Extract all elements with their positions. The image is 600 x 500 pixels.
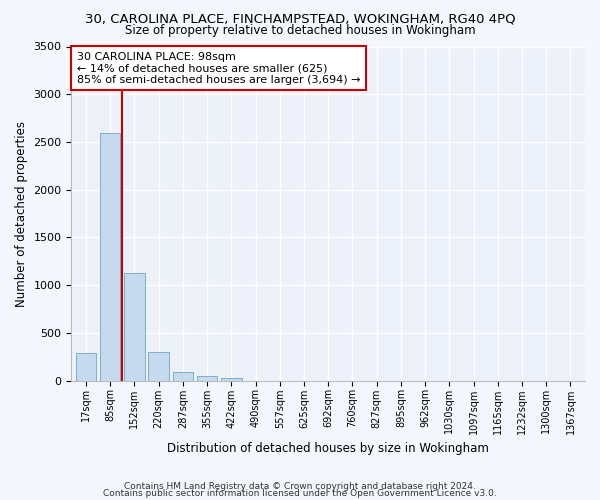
Text: Contains public sector information licensed under the Open Government Licence v3: Contains public sector information licen… bbox=[103, 489, 497, 498]
Text: 30, CAROLINA PLACE, FINCHAMPSTEAD, WOKINGHAM, RG40 4PQ: 30, CAROLINA PLACE, FINCHAMPSTEAD, WOKIN… bbox=[85, 12, 515, 26]
X-axis label: Distribution of detached houses by size in Wokingham: Distribution of detached houses by size … bbox=[167, 442, 489, 455]
Text: Size of property relative to detached houses in Wokingham: Size of property relative to detached ho… bbox=[125, 24, 475, 37]
Bar bbox=[76, 353, 96, 380]
Bar bbox=[124, 272, 145, 380]
Y-axis label: Number of detached properties: Number of detached properties bbox=[15, 120, 28, 306]
Bar bbox=[221, 378, 242, 380]
Bar bbox=[197, 376, 217, 380]
Text: Contains HM Land Registry data © Crown copyright and database right 2024.: Contains HM Land Registry data © Crown c… bbox=[124, 482, 476, 491]
Bar bbox=[148, 352, 169, 380]
Bar bbox=[173, 372, 193, 380]
Text: 30 CAROLINA PLACE: 98sqm
← 14% of detached houses are smaller (625)
85% of semi-: 30 CAROLINA PLACE: 98sqm ← 14% of detach… bbox=[77, 52, 360, 84]
Bar bbox=[100, 134, 121, 380]
